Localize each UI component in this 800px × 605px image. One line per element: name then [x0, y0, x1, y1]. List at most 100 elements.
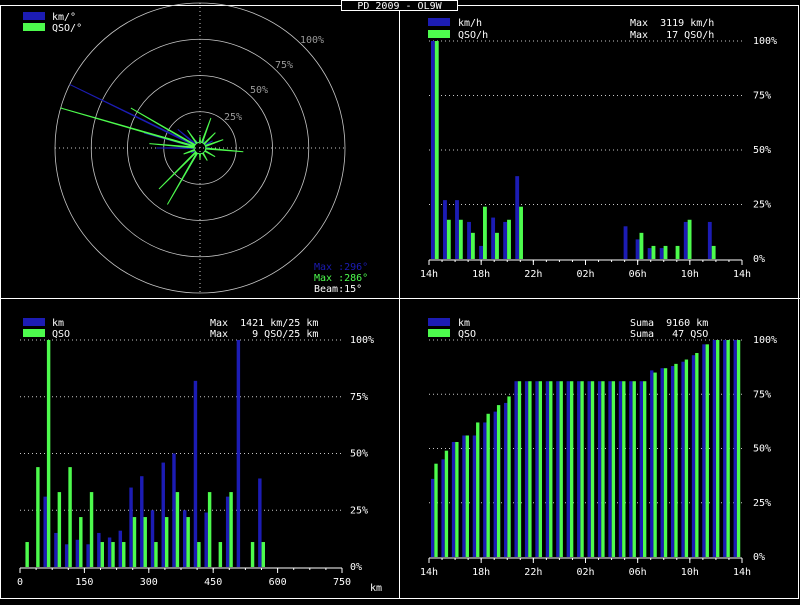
bar-km: [443, 200, 447, 259]
bar-km: [702, 344, 706, 557]
y-tick-label: 0%: [753, 552, 765, 563]
bar-km: [650, 370, 654, 557]
bar-qso: [207, 492, 212, 567]
bar-km: [639, 381, 644, 557]
bar-qso: [684, 359, 689, 557]
x-tick-label: 450: [204, 577, 222, 588]
bar-km: [258, 478, 262, 567]
bar-km: [472, 435, 477, 557]
bar-qso: [261, 542, 266, 567]
bar-km: [597, 381, 602, 557]
bar-qso: [79, 517, 83, 567]
bar-qso: [716, 340, 720, 557]
polar-grid: [54, 2, 346, 294]
bar-km: [504, 402, 508, 557]
bar-qso: [486, 413, 490, 557]
bar-km: [75, 539, 80, 567]
bar-qso: [470, 232, 475, 259]
x-tick-label: 150: [75, 577, 93, 588]
bar-qso: [25, 542, 29, 567]
bar-qso: [517, 381, 522, 557]
bar-km: [723, 340, 727, 557]
bar-qso: [611, 381, 616, 557]
x-tick-label: 18h: [472, 269, 490, 280]
bar-km: [54, 532, 58, 567]
y-tick-label: 100%: [350, 335, 374, 346]
x-tick-label: 02h: [576, 269, 594, 280]
bar-km: [660, 368, 664, 557]
bar-km: [43, 496, 47, 567]
bar-km: [629, 381, 633, 557]
bar-qso: [218, 542, 223, 567]
bar-km: [524, 381, 529, 557]
ring-label-25: 25%: [224, 112, 242, 123]
bar-qso: [622, 381, 626, 557]
legend-swatch-km-deg: [23, 12, 45, 20]
bar-qso: [46, 340, 51, 567]
bar-km: [503, 221, 508, 259]
bar-km: [441, 459, 445, 557]
bar-qso: [458, 219, 463, 259]
bar-qso: [483, 206, 487, 259]
polar-series-qso: [60, 107, 244, 205]
bar-km: [618, 381, 623, 557]
bar-qso: [507, 396, 511, 557]
bar-km: [681, 361, 685, 557]
y-tick-label: 0%: [350, 562, 362, 573]
bar-qso: [507, 219, 511, 259]
x-tick-label: 750: [333, 577, 351, 588]
max-qso-direction: Max :286°: [314, 273, 368, 284]
x-tick-label: 14h: [733, 269, 751, 280]
bar-km: [515, 176, 520, 259]
legend-swatch-qso-sum: [428, 329, 450, 337]
bar-km: [608, 381, 612, 557]
bar-qso: [122, 542, 126, 567]
y-tick-label: 50%: [753, 444, 771, 455]
bar-km: [483, 422, 487, 557]
bar-qso: [695, 353, 699, 557]
bar-km: [707, 221, 712, 259]
cumulative-chart: km QSO Suma 9160 km Suma 47 QSO 100% 75% 5…: [420, 318, 777, 578]
legend-label-km-sum: km: [458, 318, 470, 329]
bar-qso: [132, 517, 137, 567]
max-km-direction: Max :296°: [314, 262, 368, 273]
bar-km: [545, 381, 550, 557]
bar-km: [236, 340, 241, 567]
bar-km: [491, 217, 496, 259]
legend-label-km-h: km/h: [458, 18, 482, 29]
legend-swatch-km-sum: [428, 318, 450, 326]
bar-qso: [186, 517, 190, 567]
bar-qso: [175, 492, 180, 567]
bar-km: [225, 496, 230, 567]
bar-km: [691, 355, 696, 557]
bar-qso: [559, 381, 563, 557]
bar-km: [204, 512, 208, 567]
bar-km: [86, 544, 90, 567]
bar-qso: [164, 517, 169, 567]
bar-km: [577, 381, 581, 557]
bar-km: [64, 544, 69, 567]
bar-km: [623, 226, 628, 259]
bar-qso: [653, 372, 657, 557]
bar-km: [172, 453, 176, 567]
bar-km: [683, 221, 688, 259]
bar-qso: [57, 492, 62, 567]
y-tick-label: 100%: [753, 36, 777, 47]
y-tick-label: 100%: [753, 335, 777, 346]
bar-qso: [496, 405, 501, 557]
bar-km: [556, 381, 560, 557]
x-tick-label: 14h: [733, 567, 751, 578]
ring-label-100: 100%: [300, 35, 324, 46]
bar-qso: [601, 381, 605, 557]
bar-qso: [569, 381, 574, 557]
x-tick-label: 06h: [629, 269, 647, 280]
beam-width: Beam:15°: [314, 284, 362, 295]
bar-qso: [639, 232, 644, 259]
polar-chart: km/° QSO/° 100% 75% 50% 25% Max :296° Ma…: [23, 2, 368, 295]
y-tick-label: 75%: [753, 389, 771, 400]
y-tick-label: 0%: [753, 254, 765, 265]
x-tick-label: 0: [17, 577, 23, 588]
stat-max-km-25km: Max 1421 km/25 km: [210, 318, 318, 329]
y-tick-label: 50%: [753, 145, 771, 156]
bar-km: [431, 478, 435, 557]
